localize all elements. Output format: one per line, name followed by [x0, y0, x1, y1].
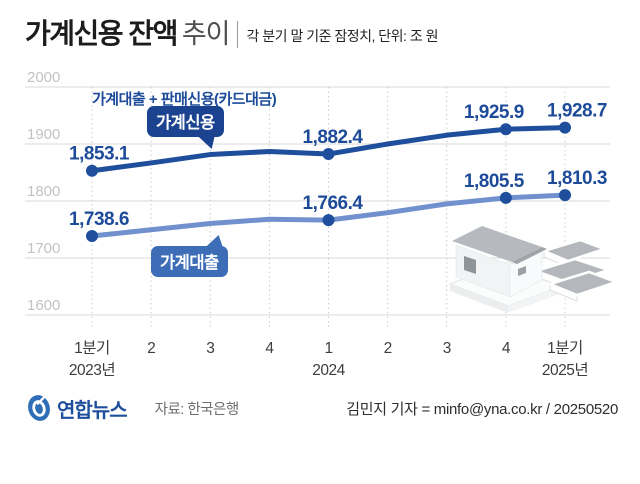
banknotes-icon [532, 238, 620, 302]
house-money-illustration [448, 226, 620, 313]
byline: 김민지 기자 = minfo@yna.co.kr / 20250520 [346, 400, 618, 418]
data-point-household-credit [86, 164, 98, 177]
page-title-suffix: 추이 [181, 19, 231, 49]
x-tick-label: 2 [384, 340, 392, 357]
series-annotation: 가계대출 + 판매신용(카드대금) [92, 91, 277, 108]
value-label-household-loans: 1,810.3 [547, 168, 607, 189]
x-tick-sublabel: 2023년 [69, 361, 115, 379]
x-tick-label: 4 [502, 340, 511, 357]
y-tick-label: 1900 [27, 126, 60, 143]
header: 가계신용 잔액 추이 각 분기 말 기준 잠정치, 단위: 조 원 [25, 20, 438, 48]
y-tick-label: 2000 [27, 69, 60, 86]
x-tick-label: 2 [147, 340, 155, 357]
x-tick-label: 4 [265, 340, 274, 357]
y-tick-label: 1800 [27, 183, 60, 200]
x-tick-label: 1 [324, 340, 332, 357]
value-label-household-credit: 1,882.4 [303, 127, 364, 148]
value-label-household-credit: 1,928.7 [547, 101, 607, 122]
data-point-household-loans [499, 191, 512, 204]
house-icon [452, 226, 547, 298]
value-label-household-credit: 1,853.1 [69, 144, 130, 165]
x-tick-label: 1분기 [547, 339, 583, 357]
value-label-household-loans: 1,738.6 [69, 209, 129, 230]
y-tick-label: 1600 [27, 297, 60, 314]
yonhap-logo-icon [28, 395, 50, 421]
page-title: 가계신용 잔액 [25, 18, 178, 49]
data-point-household-credit [322, 148, 335, 161]
y-tick-label: 1700 [27, 240, 60, 257]
data-point-household-loans [322, 214, 335, 227]
badge-household-loans: 가계대출 [151, 246, 228, 277]
data-point-household-loans [559, 189, 571, 202]
x-tick-label: 3 [443, 340, 451, 357]
x-tick-label: 3 [206, 340, 214, 357]
title-divider [236, 21, 238, 48]
badge-household-credit: 가계신용 [147, 106, 224, 137]
source-credit: 자료: 한국은행 [154, 401, 240, 418]
value-label-household-credit: 1,925.9 [464, 102, 524, 123]
logo-text: 연합뉴스 [57, 399, 128, 422]
x-tick-sublabel: 2025년 [542, 361, 588, 379]
data-point-household-loans [86, 229, 98, 242]
line-chart: 2000 1900 1800 1700 1600 1분기 2023년 2 3 4 1 2024 2 3 4 1… [25, 69, 610, 379]
data-point-household-credit [499, 123, 512, 136]
x-tick-label: 1분기 [74, 339, 110, 357]
value-label-household-loans: 1,805.5 [464, 171, 525, 192]
data-point-household-credit [559, 121, 571, 134]
footer: 연합뉴스 자료: 한국은행 김민지 기자 = minfo@yna.co.kr /… [25, 393, 618, 423]
x-tick-sublabel: 2024 [312, 362, 345, 379]
subtitle: 각 분기 말 기준 잠정치, 단위: 조 원 [246, 28, 439, 44]
value-label-household-loans: 1,766.4 [303, 193, 364, 214]
